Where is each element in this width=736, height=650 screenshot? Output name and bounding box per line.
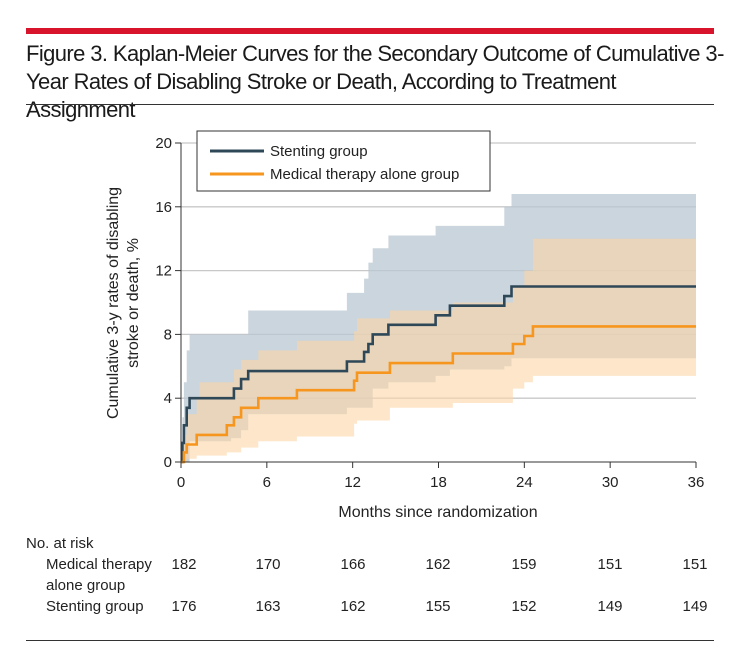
risk-value-medical-30: 151 bbox=[597, 556, 623, 573]
title-divider bbox=[26, 104, 714, 105]
y-tick-label-12: 12 bbox=[155, 263, 172, 280]
confidence-bands bbox=[181, 194, 696, 462]
x-tick-label-24: 24 bbox=[516, 474, 533, 491]
risk-value-medical-12: 166 bbox=[340, 556, 366, 573]
x-tick-label-6: 6 bbox=[263, 474, 271, 491]
legend: Stenting group Medical therapy alone gro… bbox=[196, 130, 491, 192]
risk-row-medical-label-2: alone group bbox=[46, 577, 126, 594]
risk-value-stenting-0: 176 bbox=[171, 598, 197, 615]
risk-value-stenting-6: 163 bbox=[255, 598, 281, 615]
legend-label-medical: Medical therapy alone group bbox=[270, 166, 459, 183]
accent-bar bbox=[26, 28, 714, 34]
y-axis-label: Cumulative 3-y rates of disabling stroke… bbox=[105, 187, 142, 419]
risk-row-stenting-label: Stenting group bbox=[46, 598, 144, 615]
km-chart: 0 4 8 12 16 20 0 6 12 18 24 30 36 Stenting group Med… bbox=[105, 130, 704, 521]
risk-value-stenting-18: 155 bbox=[425, 598, 451, 615]
x-tick-label-12: 12 bbox=[344, 474, 361, 491]
y-tick-label-16: 16 bbox=[155, 199, 172, 216]
km-line-stenting bbox=[181, 285, 696, 464]
x-tick-label-18: 18 bbox=[430, 474, 447, 491]
risk-value-medical-0: 182 bbox=[171, 556, 197, 573]
risk-value-stenting-12: 162 bbox=[340, 598, 366, 615]
axes: 0 4 8 12 16 20 0 6 12 18 24 30 36 bbox=[155, 135, 704, 491]
risk-value-medical-24: 159 bbox=[511, 556, 537, 573]
bottom-divider bbox=[26, 640, 714, 641]
risk-value-medical-6: 170 bbox=[255, 556, 281, 573]
risk-value-stenting-24: 152 bbox=[511, 598, 537, 615]
y-tick-label-8: 8 bbox=[164, 326, 172, 343]
y-tick-label-20: 20 bbox=[155, 135, 172, 152]
risk-value-stenting-36: 149 bbox=[682, 598, 708, 615]
x-tick-label-30: 30 bbox=[602, 474, 619, 491]
legend-label-stenting: Stenting group bbox=[270, 143, 368, 160]
km-curves bbox=[181, 285, 696, 464]
y-tick-label-0: 0 bbox=[164, 454, 172, 471]
risk-value-medical-36: 151 bbox=[682, 556, 708, 573]
ci-band-medical bbox=[181, 238, 696, 462]
y-axis-label-line1: Cumulative 3-y rates of disabling bbox=[105, 187, 122, 419]
x-tick-label-36: 36 bbox=[688, 474, 705, 491]
risk-value-medical-18: 162 bbox=[425, 556, 451, 573]
x-tick-label-0: 0 bbox=[177, 474, 185, 491]
risk-row-medical-label-1: Medical therapy bbox=[46, 556, 152, 573]
x-axis-label: Months since randomization bbox=[338, 504, 537, 521]
y-axis-label-line2: stroke or death, % bbox=[125, 238, 142, 368]
legend-box bbox=[196, 130, 491, 192]
km-line-medical bbox=[181, 325, 696, 464]
risk-value-stenting-30: 149 bbox=[597, 598, 623, 615]
figure-title: Figure 3. Kaplan-Meier Curves for the Se… bbox=[26, 41, 724, 122]
risk-table-header: No. at risk bbox=[26, 535, 94, 552]
y-tick-label-4: 4 bbox=[164, 390, 172, 407]
